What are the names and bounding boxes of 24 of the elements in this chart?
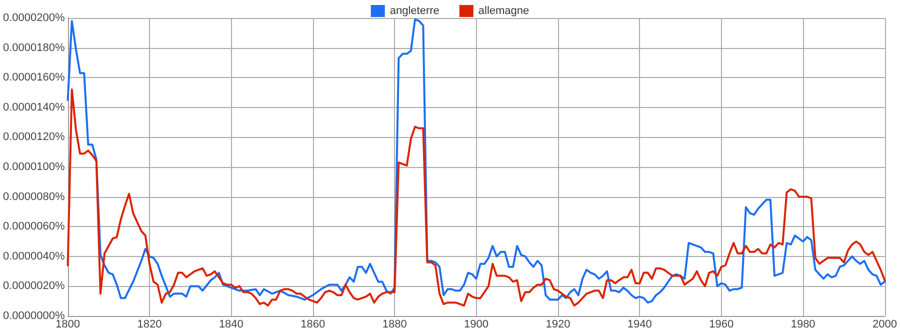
y-tick-label: 0.0000080%	[2, 190, 65, 203]
y-tick-label: 0.0000160%	[2, 72, 65, 84]
legend-label: angleterre	[390, 5, 440, 17]
y-tick-label: 0.0000200%	[2, 12, 65, 24]
x-tick-label: 2000	[872, 318, 898, 330]
x-tick-label: 1800	[56, 318, 80, 330]
y-tick-label: 0.0000140%	[2, 101, 65, 114]
y-tick-label: 0.0000120%	[2, 131, 65, 144]
y-tick-label: 0.0000020%	[2, 280, 65, 292]
legend-label: allemagne	[478, 5, 530, 17]
y-tick-label: 0.0000180%	[2, 42, 65, 54]
x-tick-label: 1960	[709, 318, 734, 330]
y-tick-label: 0.0000040%	[2, 250, 65, 262]
x-tick-label: 1880	[382, 318, 407, 330]
x-tick-label: 1920	[546, 318, 570, 330]
line-series	[66, 88, 886, 307]
x-tick-label: 1940	[627, 318, 652, 330]
x-tick-label: 1980	[790, 318, 816, 330]
x-tick-label: 1860	[300, 318, 326, 330]
y-tick-label: 0.0000060%	[2, 220, 65, 233]
x-tick-label: 1900	[464, 318, 489, 330]
y-tick-label: 0.0000100%	[2, 161, 65, 173]
x-tick-label: 1840	[218, 318, 244, 330]
x-tick-label: 1820	[137, 318, 162, 330]
